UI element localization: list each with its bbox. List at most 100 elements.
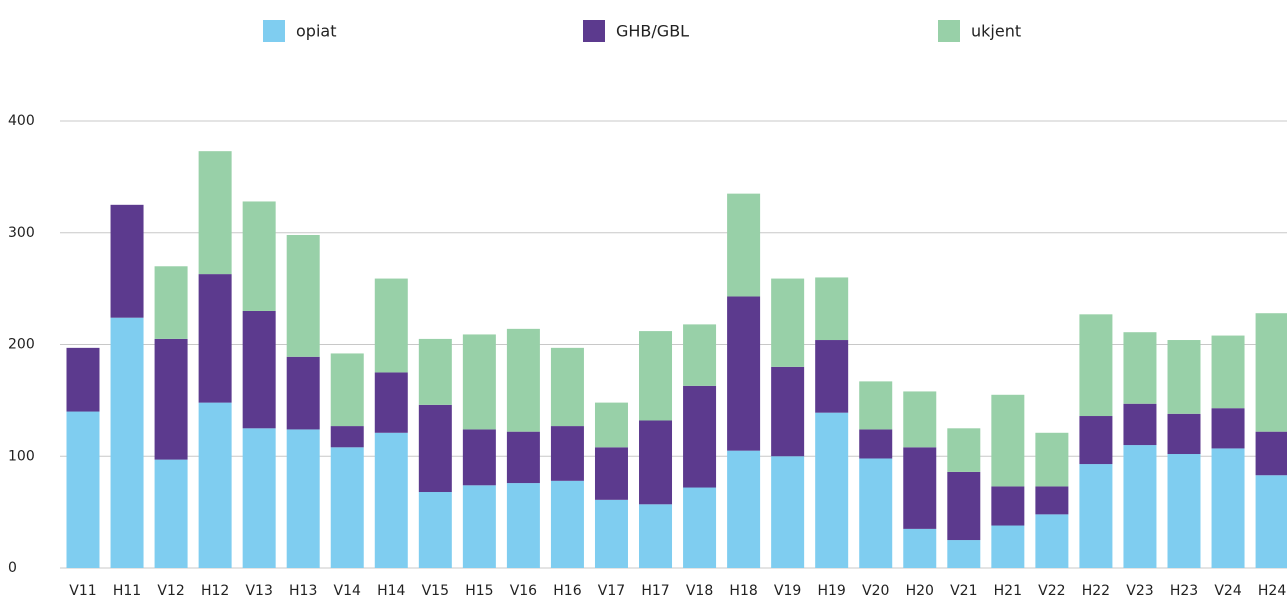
bar-segment (947, 540, 981, 568)
bar-segment (286, 234, 320, 357)
bar-segment (903, 447, 937, 529)
bar-segment (154, 266, 188, 339)
x-tick-label: V17 (598, 583, 625, 599)
bar-segment (903, 391, 937, 448)
bar-segment (771, 278, 805, 367)
x-tick-label: H20 (906, 583, 934, 599)
legend-label: GHB/GBL (616, 22, 689, 41)
bar-segment (859, 429, 893, 459)
bar-segment (859, 458, 893, 568)
bar-segment (815, 277, 849, 341)
bar-segment (1211, 408, 1245, 449)
bar-segment (1255, 475, 1287, 568)
bar-segment (1255, 313, 1287, 432)
bar-segment (242, 201, 276, 311)
bar-segment (594, 447, 628, 500)
bar-segment (1079, 464, 1113, 568)
bar-segment (903, 528, 937, 568)
bar-segment (947, 428, 981, 472)
legend-swatch (263, 20, 285, 42)
bar-segment (506, 431, 540, 484)
x-tick-label: H15 (465, 583, 493, 599)
x-tick-label: V13 (245, 583, 272, 599)
bar-segment (639, 331, 673, 421)
x-tick-label: H13 (289, 583, 317, 599)
x-tick-label: H16 (553, 583, 581, 599)
y-tick-label: 200 (8, 337, 35, 353)
bar-segment (330, 426, 364, 448)
bar-segment (859, 381, 893, 430)
bar-segment (330, 353, 364, 427)
legend-label: opiat (296, 22, 336, 41)
bar-segment (550, 426, 584, 481)
bar-segment (110, 204, 144, 318)
bar-segment (771, 456, 805, 568)
bar-segment (1035, 432, 1069, 487)
bar-segment (418, 492, 452, 568)
bar-segment (286, 356, 320, 430)
bar-segment (1167, 454, 1201, 568)
x-tick-label: H12 (201, 583, 229, 599)
x-tick-label: H21 (994, 583, 1022, 599)
bar-segment (594, 499, 628, 568)
bar-segment (1211, 448, 1245, 568)
bar-segment (639, 420, 673, 505)
bar-segment (1079, 314, 1113, 417)
bar-segment (1123, 403, 1157, 446)
bar-segment (991, 394, 1025, 487)
bar-segment (1079, 416, 1113, 465)
bar-segment (198, 151, 232, 275)
bar-segment (198, 274, 232, 403)
y-tick-label: 100 (8, 448, 35, 464)
bar-segment (154, 459, 188, 568)
bar-segment (330, 447, 364, 568)
x-tick-label: V22 (1038, 583, 1065, 599)
x-tick-label: V20 (862, 583, 889, 599)
x-tick-label: H14 (377, 583, 405, 599)
y-tick-label: 400 (8, 113, 35, 129)
bar-segment (727, 296, 761, 451)
x-tick-label: V19 (774, 583, 801, 599)
x-tick-label: H23 (1170, 583, 1198, 599)
bar-segment (462, 429, 496, 486)
bar-segment (1167, 340, 1201, 414)
bar-segment (815, 340, 849, 413)
bar-segment (418, 338, 452, 405)
bar-segment (242, 428, 276, 568)
bar-segment (727, 450, 761, 568)
bar-segment (66, 347, 100, 412)
x-tick-label: H22 (1082, 583, 1110, 599)
bar-segment (506, 483, 540, 568)
x-tick-label: V16 (510, 583, 537, 599)
bar-segment (1255, 431, 1287, 476)
bar-segment (639, 504, 673, 568)
y-tick-label: 0 (8, 560, 17, 576)
bar-segment (198, 402, 232, 568)
legend-swatch (938, 20, 960, 42)
bar-segment (683, 324, 717, 386)
bar-segment (1123, 445, 1157, 568)
x-tick-label: V23 (1126, 583, 1153, 599)
bar-segment (66, 411, 100, 568)
x-tick-label: H17 (641, 583, 669, 599)
bar-segment (418, 404, 452, 493)
x-tick-label: H18 (729, 583, 757, 599)
bar-segment (550, 480, 584, 568)
bar-segment (1035, 486, 1069, 515)
bar-segment (727, 193, 761, 297)
bar-segment (286, 429, 320, 568)
bar-segment (110, 317, 144, 568)
bar-segment (683, 385, 717, 488)
x-tick-label: H11 (113, 583, 141, 599)
y-tick-label: 300 (8, 225, 35, 241)
legend-swatch (583, 20, 605, 42)
bar-segment (154, 338, 188, 460)
x-tick-label: V21 (950, 583, 977, 599)
bar-segment (991, 486, 1025, 526)
bar-segment (374, 372, 408, 433)
bar-segment (771, 366, 805, 457)
bar-segment (594, 402, 628, 448)
bar-segment (947, 471, 981, 541)
x-tick-label: H24 (1258, 583, 1286, 599)
